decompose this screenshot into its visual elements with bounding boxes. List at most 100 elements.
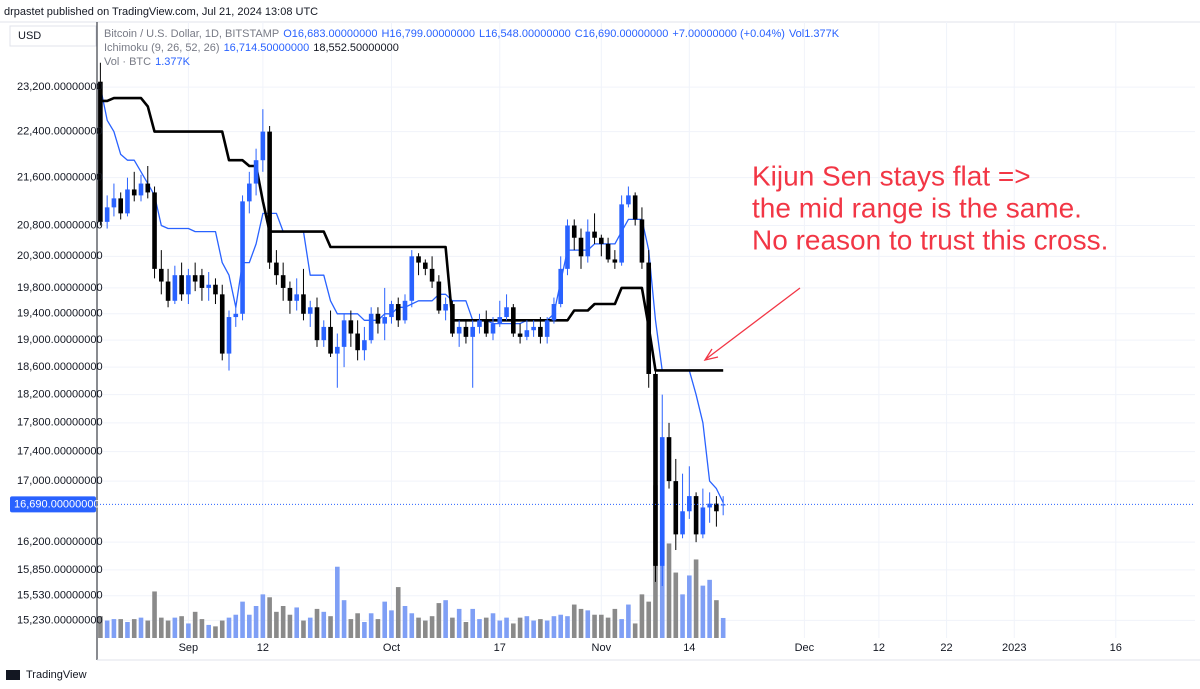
candle-body — [335, 346, 340, 354]
candle-body — [714, 503, 719, 512]
candle-body — [104, 207, 110, 222]
legend-change: +7.00000000 (+0.04%) — [672, 28, 785, 40]
candle-body — [700, 507, 706, 535]
candle-body — [362, 340, 367, 351]
y-tick-label: 19,400.00000000 — [17, 308, 103, 320]
candle-body — [619, 204, 624, 263]
y-tick-label: 19,000.00000000 — [17, 334, 103, 346]
volume-bar — [341, 600, 347, 638]
candle-body — [463, 326, 469, 337]
candle-body — [206, 284, 211, 288]
volume-bar — [172, 617, 178, 638]
vol-value: 1.377K — [155, 56, 190, 68]
candle-body — [450, 304, 455, 334]
candle-body — [267, 131, 272, 263]
volume-bar — [429, 616, 435, 638]
candle-body — [375, 313, 381, 324]
candle-body — [565, 225, 570, 269]
volume-bar — [423, 620, 428, 638]
x-tick-label: 12 — [257, 642, 269, 654]
volume-bar — [314, 608, 320, 638]
volume-bar — [247, 614, 252, 638]
volume-bar — [605, 617, 611, 638]
last-price-label: 16,690.00000000 — [14, 498, 100, 510]
vol-name: Vol · BTC — [104, 56, 152, 68]
y-tick-label: 20,800.00000000 — [17, 219, 103, 231]
volume-bar — [98, 616, 103, 638]
legend-open: O16,683.00000000 — [283, 28, 378, 40]
y-tick-label: 22,400.00000000 — [17, 126, 103, 138]
x-tick-label: Sep — [179, 642, 199, 654]
volume-bar — [538, 619, 543, 638]
candle-body — [531, 326, 536, 331]
volume-bar — [592, 614, 597, 638]
legend-row: Ichimoku (9, 26, 52, 26) 16,714.50000000 1… — [104, 42, 403, 54]
candle-body — [605, 243, 611, 260]
x-tick-label: 16 — [1110, 642, 1122, 654]
y-tick-label: 18,200.00000000 — [17, 389, 103, 401]
candle-body — [382, 317, 388, 324]
y-tick-label: 17,800.00000000 — [17, 417, 103, 429]
ichimoku: Ichimoku (9, 26, 52, 26) — [104, 42, 220, 54]
candle-body — [287, 287, 293, 301]
currency[interactable]: USD — [18, 30, 41, 42]
candle-body — [666, 437, 672, 482]
y-tick-label: 20,300.00000000 — [17, 250, 103, 262]
volume-bar — [213, 626, 218, 638]
volume-bar — [348, 619, 354, 638]
volume-bar — [301, 620, 306, 638]
candle-body — [659, 437, 665, 566]
candle-body — [456, 326, 462, 334]
candle-body — [247, 183, 252, 202]
volume-bar — [571, 604, 577, 638]
y-tick-label: 16,200.00000000 — [17, 536, 103, 548]
volume-bar — [219, 620, 225, 638]
volume-bar — [104, 620, 110, 638]
candle-body — [497, 317, 503, 324]
candle-body — [687, 496, 692, 512]
candle-body — [592, 231, 597, 238]
y-tick-label: 15,850.00000000 — [17, 564, 103, 576]
candle-body — [517, 333, 523, 337]
x-tick-label: 2023 — [1002, 642, 1026, 654]
volume-bar — [646, 601, 652, 638]
legend-close: C16,690.00000000 — [574, 28, 669, 40]
volume-bar — [511, 623, 516, 638]
volume-bar — [558, 614, 564, 638]
legend-row: Bitcoin / U.S. Dollar, 1D, BITSTAMP O16,6… — [104, 28, 843, 40]
candle-body — [653, 373, 658, 566]
volume-bar — [179, 616, 184, 638]
candle-body — [423, 262, 428, 269]
candle-body — [680, 511, 685, 535]
legend-vol: Vol1.377K — [788, 28, 840, 40]
candle-body — [524, 330, 530, 337]
candle-body — [646, 262, 652, 374]
volume-bar — [199, 619, 205, 638]
candle-body — [571, 225, 577, 238]
volume-bar — [531, 620, 536, 638]
currency-box[interactable] — [9, 25, 97, 47]
volume-bar — [192, 611, 198, 638]
candle-body — [436, 281, 442, 311]
candle-body — [585, 231, 591, 257]
candle-body — [131, 189, 137, 196]
candle-body — [470, 326, 476, 337]
candle-body — [253, 160, 259, 184]
volume-bar — [639, 594, 645, 638]
volume-bar — [456, 608, 462, 638]
volume-bar — [680, 594, 685, 638]
candle-body — [673, 481, 679, 535]
volume-bar — [693, 559, 699, 638]
candle-body — [578, 237, 584, 257]
annotation: No reason to trust this cross. — [752, 224, 1108, 255]
volume-bar — [260, 594, 266, 638]
x-tick-label: 14 — [683, 642, 695, 654]
candle-body — [632, 195, 638, 220]
x-tick-label: Dec — [795, 642, 815, 654]
volume-bar — [111, 619, 117, 638]
last-price-box — [10, 496, 96, 513]
y-tick-label: 17,000.00000000 — [17, 475, 103, 487]
volume-bar — [700, 585, 706, 638]
